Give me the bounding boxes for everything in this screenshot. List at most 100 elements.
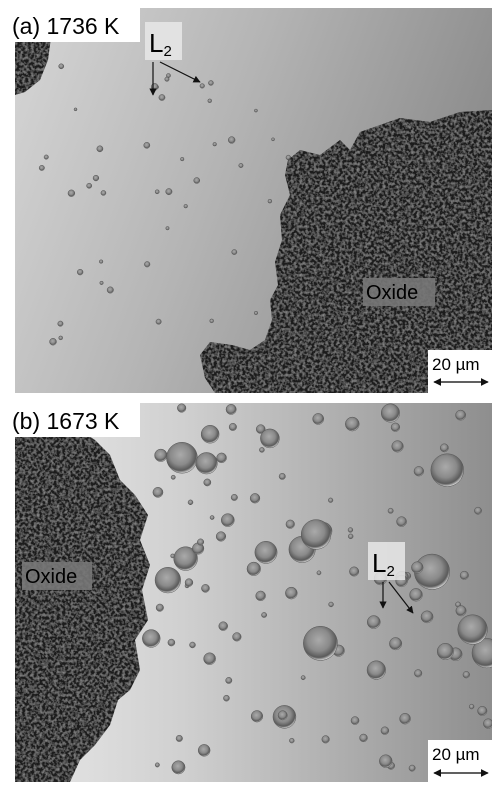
droplet xyxy=(317,571,321,575)
panel-b-image xyxy=(15,403,496,782)
droplet xyxy=(77,269,83,275)
droplet xyxy=(59,64,64,69)
droplet xyxy=(271,138,274,141)
droplet xyxy=(188,500,193,505)
droplet xyxy=(142,630,160,648)
droplet xyxy=(301,676,305,680)
droplet xyxy=(153,487,163,497)
droplet xyxy=(440,444,448,452)
droplet xyxy=(216,532,226,542)
droplet xyxy=(303,626,337,660)
droplet xyxy=(177,404,186,413)
droplet xyxy=(474,507,481,514)
droplet xyxy=(196,452,218,474)
droplet xyxy=(155,190,159,194)
scale-bar-label: 20 µm xyxy=(432,745,480,764)
droplet xyxy=(172,761,185,774)
droplet xyxy=(171,554,175,558)
droplet xyxy=(261,612,266,617)
droplet xyxy=(231,494,237,500)
droplet xyxy=(414,670,422,678)
droplet xyxy=(469,704,474,709)
droplet xyxy=(50,338,57,345)
droplet xyxy=(155,567,181,593)
panel-label: (a) 1736 K xyxy=(12,13,120,39)
droplet xyxy=(229,423,236,430)
droplet xyxy=(388,508,393,513)
page: (a) 1736 K L2 Oxide 20 µm (b) 1673 K L2 … xyxy=(0,0,496,785)
droplet xyxy=(219,622,228,631)
droplet xyxy=(289,738,294,743)
droplet xyxy=(348,528,353,533)
droplet xyxy=(198,744,210,756)
droplet xyxy=(351,717,359,725)
phase-label-subscript: 2 xyxy=(386,563,394,580)
droplet xyxy=(201,425,219,443)
droplet xyxy=(381,404,399,422)
droplet xyxy=(349,567,358,576)
droplet xyxy=(483,719,493,729)
droplet xyxy=(348,534,353,539)
droplet xyxy=(232,249,237,254)
droplet xyxy=(460,571,468,579)
droplet xyxy=(176,735,182,741)
droplet xyxy=(251,710,263,722)
droplet xyxy=(190,642,196,648)
droplet xyxy=(151,83,158,90)
droplet xyxy=(478,706,487,715)
region-label: Oxide xyxy=(25,566,77,588)
droplet xyxy=(286,520,295,529)
droplet xyxy=(456,606,466,616)
droplet xyxy=(256,591,266,601)
droplet xyxy=(74,108,77,111)
droplet xyxy=(392,441,404,453)
droplet xyxy=(155,763,159,767)
droplet xyxy=(463,671,470,678)
droplet xyxy=(250,493,260,503)
droplet xyxy=(204,653,216,665)
droplet xyxy=(166,188,172,194)
droplet xyxy=(204,479,211,486)
droplet xyxy=(285,587,297,599)
droplet xyxy=(144,142,150,148)
droplet xyxy=(200,84,205,89)
droplet xyxy=(217,453,227,463)
droplet xyxy=(166,442,197,473)
phase-label-main: L xyxy=(149,28,163,58)
droplet xyxy=(100,281,104,285)
droplet xyxy=(301,520,331,550)
droplet xyxy=(414,466,424,476)
droplet xyxy=(68,190,75,197)
droplet xyxy=(144,261,150,267)
droplet xyxy=(233,633,242,642)
droplet xyxy=(44,155,48,159)
droplet xyxy=(58,321,63,326)
droplet xyxy=(278,711,287,720)
droplet xyxy=(391,423,400,432)
droplet xyxy=(226,404,236,414)
droplet xyxy=(379,755,392,768)
droplet xyxy=(97,146,103,152)
droplet xyxy=(39,165,44,170)
droplet xyxy=(411,562,423,574)
droplet xyxy=(360,734,368,742)
droplet xyxy=(221,514,234,527)
droplet xyxy=(345,417,359,431)
phase-label-main: L xyxy=(372,548,386,578)
droplet xyxy=(223,695,229,701)
droplet xyxy=(168,639,175,646)
droplet xyxy=(59,336,63,340)
droplet xyxy=(279,473,285,479)
droplet xyxy=(156,604,163,611)
droplet xyxy=(239,163,243,167)
droplet xyxy=(159,94,165,100)
droplet xyxy=(107,287,113,293)
droplet xyxy=(367,616,380,629)
droplet xyxy=(260,429,279,448)
region-label: Oxide xyxy=(366,282,418,304)
scale-bar-label: 20 µm xyxy=(432,355,480,374)
droplet xyxy=(329,602,334,607)
droplet xyxy=(165,77,169,81)
droplet xyxy=(87,183,92,188)
droplet xyxy=(208,99,212,103)
